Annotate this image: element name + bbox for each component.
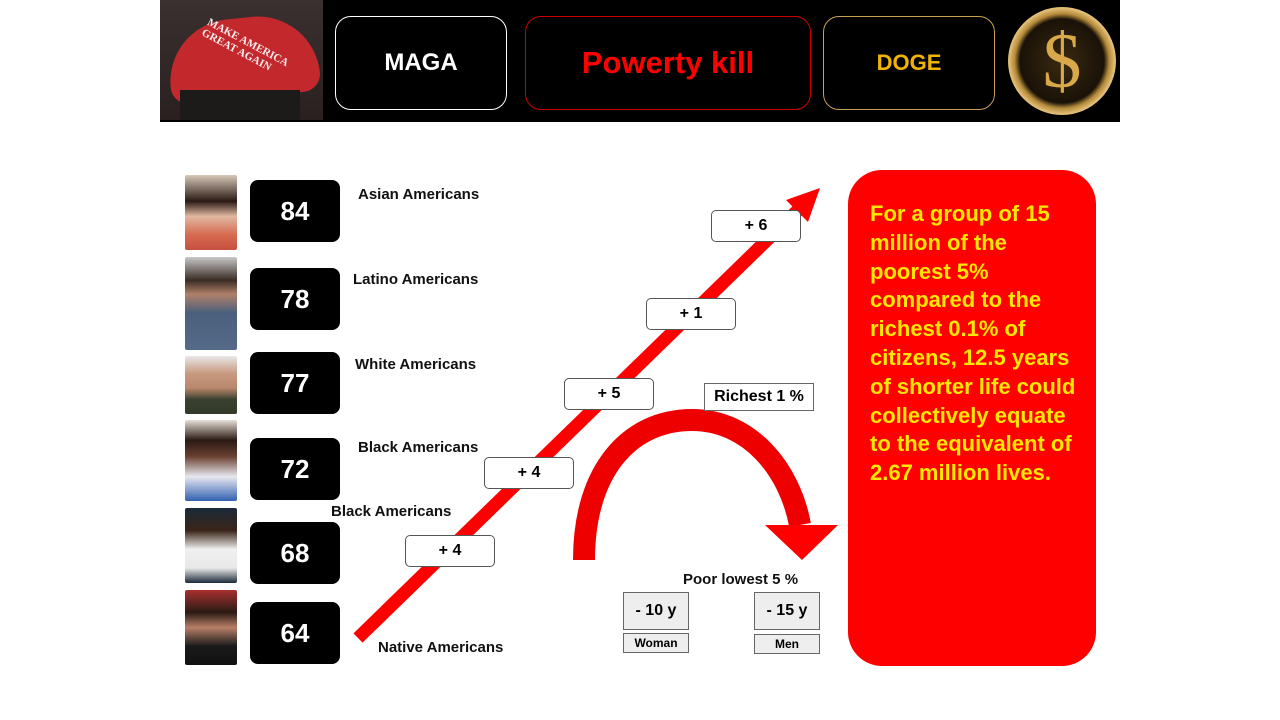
doge-label: DOGE — [876, 50, 942, 75]
life-expectancy-black: 72 — [250, 438, 340, 500]
men-years-lost: - 15 y — [754, 592, 820, 630]
label-black-2: Black Americans — [331, 503, 452, 520]
label-latino: Latino Americans — [353, 271, 479, 288]
label-black: Black Americans — [358, 439, 479, 456]
photo-latino-american — [185, 257, 237, 350]
photo-black-american-man — [185, 508, 237, 583]
life-expectancy-native: 64 — [250, 602, 340, 664]
maga-button[interactable]: MAGA — [335, 16, 507, 110]
maga-label: MAGA — [384, 49, 458, 76]
step-badge: + 5 — [564, 378, 654, 410]
coin-symbol: $ — [1042, 17, 1082, 104]
label-white: White Americans — [355, 356, 477, 373]
woman-years-lost: - 10 y — [623, 592, 689, 630]
step-badge: + 4 — [484, 457, 574, 489]
rising-arrow-head — [786, 188, 820, 222]
life-expectancy-white: 77 — [250, 352, 340, 414]
men-label: Men — [754, 634, 820, 654]
photo-native-american — [185, 590, 237, 665]
photo-asian-american — [185, 175, 237, 250]
curved-arrow-shaft — [573, 408, 811, 561]
info-panel-text: For a group of 15 million of the poorest… — [870, 201, 1076, 486]
step-badge: + 1 — [646, 298, 736, 330]
dollar-coin-icon: $ — [1008, 7, 1116, 115]
step-badge: + 6 — [711, 210, 801, 242]
photo-white-american — [185, 356, 237, 414]
maga-hat-image: MAKE AMERICA GREAT AGAIN — [160, 0, 323, 120]
photo-black-american-woman — [185, 420, 237, 501]
curved-arrow-head — [765, 525, 838, 560]
step-badge: + 4 — [405, 535, 495, 567]
richest-label: Richest 1 % — [704, 383, 814, 411]
info-panel — [848, 170, 1096, 666]
label-native: Native Americans — [378, 639, 504, 656]
life-expectancy-latino: 78 — [250, 268, 340, 330]
woman-label: Woman — [623, 633, 689, 653]
poor-label: Poor lowest 5 % — [683, 571, 799, 588]
life-expectancy-black-2: 68 — [250, 522, 340, 584]
powerty-kill-button[interactable]: Powerty kill — [525, 16, 811, 110]
life-expectancy-asian: 84 — [250, 180, 340, 242]
powerty-kill-label: Powerty kill — [581, 45, 755, 80]
label-asian: Asian Americans — [358, 186, 480, 203]
doge-button[interactable]: DOGE — [823, 16, 995, 110]
